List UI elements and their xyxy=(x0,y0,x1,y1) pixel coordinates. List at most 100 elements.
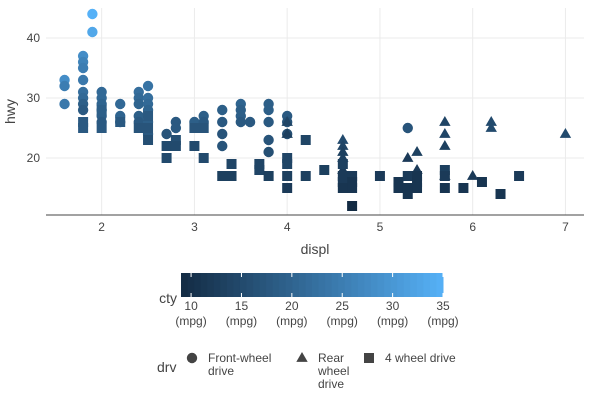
shape-legend-label: drive xyxy=(208,364,234,378)
shape-legend-title: drv xyxy=(157,359,176,375)
point-square xyxy=(347,177,358,187)
color-legend-ticks: 10(mpg)15(mpg)20(mpg)25(mpg)30(mpg)35(mp… xyxy=(175,273,459,328)
point-square xyxy=(337,159,348,169)
point-square xyxy=(161,141,172,151)
color-legend-tick-unit: (mpg) xyxy=(377,314,408,328)
point-circle xyxy=(77,104,89,116)
legend-key-circle xyxy=(186,352,198,364)
point-triangle xyxy=(337,140,349,150)
color-legend-segment xyxy=(338,273,346,297)
color-legend-segment xyxy=(181,273,189,297)
point-triangle xyxy=(281,128,293,138)
color-legend-tick-label: 10 xyxy=(184,299,198,313)
color-legend-segment xyxy=(384,273,392,297)
point-square xyxy=(254,165,265,175)
color-legend-segment xyxy=(220,273,228,297)
point-square xyxy=(337,177,348,187)
point-square xyxy=(374,171,385,181)
x-tick-label: 4 xyxy=(284,220,291,234)
point-square xyxy=(170,141,181,151)
point-square xyxy=(78,123,89,133)
point-circle xyxy=(263,116,274,128)
legend-key-square xyxy=(364,353,374,363)
color-legend-segment xyxy=(298,273,306,297)
point-square xyxy=(254,159,265,169)
y-tick-labels: 20 30 40 xyxy=(27,31,41,165)
color-legend-segment xyxy=(318,273,326,297)
color-legend-segment xyxy=(239,273,247,297)
point-square xyxy=(96,123,107,133)
color-legend-segment xyxy=(266,273,274,297)
point-square xyxy=(402,183,413,193)
color-legend-tick-label: 30 xyxy=(386,299,400,313)
x-tick-label: 6 xyxy=(469,220,476,234)
point-circle xyxy=(217,128,228,140)
point-circle xyxy=(402,122,413,134)
y-tick-label: 40 xyxy=(27,31,41,45)
point-square xyxy=(198,123,209,133)
point-square xyxy=(282,183,293,193)
color-legend-segment xyxy=(403,273,411,297)
color-legend-tick-unit: (mpg) xyxy=(327,314,358,328)
point-circle xyxy=(133,98,144,110)
point-circle xyxy=(217,140,228,152)
color-legend-segment xyxy=(410,273,418,297)
point-circle xyxy=(244,116,256,128)
point-square xyxy=(402,171,413,181)
point-circle xyxy=(263,104,274,116)
x-tick-label: 5 xyxy=(377,220,384,234)
color-legend-tick-unit: (mpg) xyxy=(276,314,307,328)
points-layer xyxy=(59,8,572,211)
point-circle xyxy=(217,116,228,128)
point-square xyxy=(96,105,107,115)
point-square xyxy=(347,171,358,181)
color-legend-bar xyxy=(181,273,444,297)
point-square xyxy=(300,135,311,145)
point-square xyxy=(282,159,293,169)
y-axis-title: hwy xyxy=(2,99,18,124)
point-square xyxy=(189,123,200,133)
point-square xyxy=(412,171,423,181)
point-square xyxy=(319,165,330,175)
point-circle xyxy=(263,134,274,146)
point-square xyxy=(402,189,413,199)
color-legend-segment xyxy=(416,273,424,297)
color-legend-title: cty xyxy=(159,290,177,306)
point-square xyxy=(514,171,525,181)
point-square xyxy=(439,165,450,175)
color-legend-segment xyxy=(259,273,267,297)
x-tick-label: 3 xyxy=(191,220,198,234)
point-square xyxy=(412,183,423,193)
point-circle xyxy=(235,116,246,128)
point-triangle xyxy=(402,152,414,162)
color-legend-segment xyxy=(279,273,287,297)
point-triangle xyxy=(411,146,423,156)
point-square xyxy=(170,135,181,145)
point-square xyxy=(439,183,450,193)
color-legend-tick-label: 20 xyxy=(285,299,299,313)
point-square xyxy=(143,111,154,121)
point-square xyxy=(347,183,358,193)
point-square xyxy=(133,123,144,133)
point-circle xyxy=(217,104,228,116)
color-legend-segment xyxy=(377,273,385,297)
color-legend-segment xyxy=(429,273,437,297)
shape-legend-label: 4 wheel drive xyxy=(385,351,456,365)
color-legend-segment xyxy=(436,273,444,297)
color-legend-segment xyxy=(292,273,300,297)
point-square xyxy=(393,183,404,193)
point-circle xyxy=(161,128,172,140)
grid-layer xyxy=(46,8,584,215)
point-square xyxy=(412,177,423,187)
point-circle xyxy=(170,122,182,134)
color-legend-segment xyxy=(325,273,333,297)
point-square xyxy=(337,171,348,181)
point-square xyxy=(226,171,237,181)
point-triangle xyxy=(439,116,451,126)
point-square xyxy=(263,171,274,181)
point-circle xyxy=(87,26,98,38)
color-legend-segment xyxy=(344,273,352,297)
point-square xyxy=(143,135,154,145)
